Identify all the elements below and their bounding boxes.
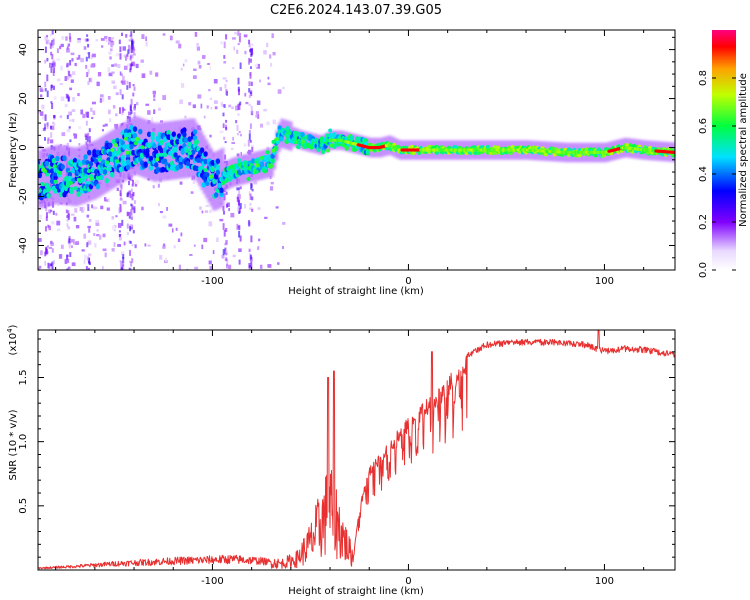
spectrogram-panel: -100 0 100 -40 -20 0 20 40 Height of straight l…	[8, 29, 676, 297]
snr-y-tick: 1.0	[18, 434, 29, 450]
colorbar-tick: 0.6	[698, 118, 709, 134]
colorbar-tick: 0.4	[698, 166, 709, 182]
colorbar-tick: 0.8	[698, 70, 709, 86]
spectrogram-y-tick: 0	[18, 144, 29, 150]
figure-title: C2E6.2024.143.07.39.G05	[270, 3, 442, 18]
spectrogram-y-tick: 20	[18, 92, 29, 105]
spectrogram-x-tick: -100	[201, 276, 224, 287]
colorbar-tick: 0.2	[698, 214, 709, 230]
colorbar-ticks: 0.0 0.2 0.4 0.6 0.8	[698, 70, 736, 278]
snr-x-tick: -100	[201, 576, 224, 587]
snr-y-tick: 0.5	[18, 498, 29, 514]
spectrogram-x-axis-label: Height of straight line (km)	[288, 286, 424, 297]
snr-y-unit-base: (x10	[8, 333, 19, 356]
colorbar-gradient	[712, 30, 736, 270]
colorbar-tick: 0.0	[698, 262, 709, 278]
spectrogram-heatmap	[38, 30, 675, 270]
spectrogram-frame	[37, 29, 676, 271]
spectrogram-x-tick: 0	[405, 276, 411, 287]
snr-y-tick: 1.5	[18, 370, 29, 386]
snr-y-unit-close: )	[8, 324, 19, 328]
snr-frame	[37, 329, 676, 571]
spectrogram-peaks	[40, 126, 675, 191]
spectrogram-y-axis-label: Frequency (Hz)	[8, 112, 19, 188]
snr-ticks: -100 0 100 0.5 1.0 1.5	[18, 330, 675, 587]
spectrogram-y-tick: -40	[18, 237, 29, 253]
snr-y-axis-label: SNR (10 * v/v)	[8, 409, 19, 480]
snr-x-tick: 100	[595, 576, 614, 587]
spectrogram-y-tick: 40	[18, 43, 29, 56]
snr-x-axis-label: Height of straight line (km)	[288, 586, 424, 597]
snr-x-tick: 0	[405, 576, 411, 587]
colorbar: 0.0 0.2 0.4 0.6 0.8 Normalized spectral ampl…	[698, 30, 749, 278]
snr-y-unit-exponent: 4	[6, 328, 14, 333]
snr-series-line	[38, 330, 675, 570]
spectrogram-ticks: -100 0 100 -40 -20 0 20 40	[18, 30, 675, 287]
spectrogram-y-tick: -20	[18, 188, 29, 204]
snr-y-axis-unit: (x104)	[6, 324, 19, 355]
colorbar-label: Normalized spectral amplitude	[738, 73, 749, 227]
spectrogram-x-tick: 100	[595, 276, 614, 287]
snr-panel: -100 0 100 0.5 1.0 1.5 Height of straight lin…	[6, 324, 676, 597]
